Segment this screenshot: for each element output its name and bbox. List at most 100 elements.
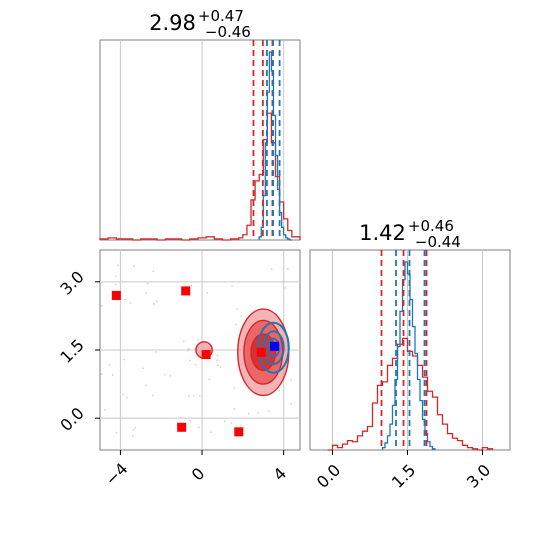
- background-sample: [103, 408, 106, 411]
- background-sample: [179, 416, 182, 419]
- scatter-xtick-label-0: −4: [101, 459, 131, 489]
- background-sample: [187, 347, 190, 350]
- background-sample: [126, 396, 129, 399]
- background-sample: [189, 419, 191, 422]
- background-sample: [286, 267, 289, 270]
- background-sample: [198, 394, 201, 397]
- background-sample: [124, 298, 126, 301]
- background-sample: [206, 291, 209, 294]
- background-sample: [145, 384, 147, 387]
- background-sample: [116, 264, 119, 267]
- red-marker-1: [181, 286, 191, 296]
- background-sample: [219, 366, 222, 368]
- red-marker-5: [256, 347, 266, 357]
- background-sample: [216, 359, 219, 362]
- histogram-param2-x-ticks: 0.0 1.5 3.0: [313, 450, 494, 492]
- background-sample: [233, 408, 236, 410]
- title-minus-error: −0.44: [415, 233, 461, 251]
- background-sample: [223, 420, 226, 423]
- background-sample: [153, 303, 155, 305]
- red-marker-2: [201, 350, 211, 360]
- background-sample: [129, 301, 132, 304]
- background-sample: [270, 268, 273, 271]
- histogram-panel-param2: 0.0 1.5 3.0 1.42 +0.46 −0.44: [309, 217, 511, 492]
- background-sample: [247, 412, 250, 415]
- title-value: 2.98: [149, 11, 196, 35]
- blue-contour-level-2: [266, 337, 281, 358]
- background-sample: [134, 426, 137, 429]
- scatter-background-points: [100, 264, 293, 438]
- background-sample: [182, 340, 185, 343]
- background-sample: [290, 402, 293, 405]
- red-marker-4: [234, 427, 244, 437]
- background-sample: [190, 284, 193, 287]
- title-plus-error: +0.47: [198, 7, 244, 25]
- title-value: 1.42: [359, 221, 406, 245]
- background-sample: [186, 349, 189, 352]
- background-sample: [240, 314, 243, 317]
- hist1-series-0-step: [99, 112, 301, 241]
- background-sample: [114, 283, 117, 286]
- histogram-panel-param1: 2.98 +0.47 −0.46: [99, 7, 301, 241]
- background-sample: [197, 338, 199, 341]
- hist1-series-1-step: [258, 51, 292, 241]
- red-marker-0: [111, 290, 121, 300]
- background-sample: [133, 265, 135, 268]
- histogram-param1-quantile-lines: [252, 40, 281, 240]
- blue-marker: [269, 341, 279, 351]
- background-sample: [122, 393, 124, 396]
- histogram-param1-title: 2.98 +0.47 −0.46: [149, 7, 251, 41]
- scatter-panel: −4 0 4 0.0 1.5 3.0: [56, 249, 301, 489]
- red-marker-3: [177, 422, 187, 432]
- blue-contour-level-0: [257, 321, 290, 374]
- hist2-xtick-label-2: 3.0: [463, 460, 494, 491]
- scatter-ytick-label-0: 0.0: [56, 404, 87, 435]
- blue-contour-level-1: [262, 330, 285, 366]
- background-sample: [231, 285, 233, 288]
- background-sample: [100, 304, 103, 307]
- background-sample: [235, 323, 238, 326]
- hist2-xtick-label-0: 0.0: [313, 460, 344, 491]
- background-sample: [123, 358, 126, 361]
- histogram-param1-steps: [99, 51, 301, 241]
- background-sample: [230, 422, 233, 425]
- scatter-markers: [111, 286, 279, 437]
- background-sample: [100, 373, 103, 376]
- background-sample: [146, 282, 149, 285]
- background-sample: [132, 429, 135, 431]
- background-sample: [152, 270, 155, 273]
- background-sample: [189, 359, 192, 362]
- background-sample: [194, 363, 197, 366]
- background-sample: [216, 364, 219, 367]
- background-sample: [142, 367, 144, 370]
- scatter-ytick-label-1: 1.5: [56, 335, 87, 366]
- background-sample: [115, 275, 117, 278]
- background-sample: [169, 374, 172, 377]
- title-plus-error: +0.46: [408, 217, 454, 235]
- scatter-y-ticks: 0.0 1.5 3.0: [56, 267, 100, 435]
- background-sample: [208, 378, 211, 381]
- background-sample: [267, 410, 270, 413]
- background-sample: [197, 426, 200, 429]
- background-sample: [145, 292, 147, 294]
- background-sample: [155, 300, 158, 303]
- background-sample: [193, 394, 196, 397]
- scatter-xtick-label-1: 0: [188, 464, 209, 485]
- background-sample: [210, 431, 212, 434]
- background-sample: [163, 373, 166, 376]
- background-sample: [284, 286, 287, 289]
- background-sample: [257, 411, 260, 414]
- background-sample: [151, 394, 154, 397]
- hist2-series-0-step: [327, 337, 494, 451]
- background-sample: [155, 351, 157, 353]
- scatter-x-ticks: −4 0 4: [101, 450, 290, 489]
- background-sample: [278, 389, 281, 392]
- background-sample: [233, 386, 236, 389]
- background-sample: [132, 435, 134, 438]
- background-sample: [188, 395, 191, 398]
- scatter-ytick-label-2: 3.0: [56, 267, 87, 298]
- scatter-xtick-label-2: 4: [269, 464, 290, 485]
- background-sample: [108, 364, 111, 367]
- title-minus-error: −0.46: [205, 23, 251, 41]
